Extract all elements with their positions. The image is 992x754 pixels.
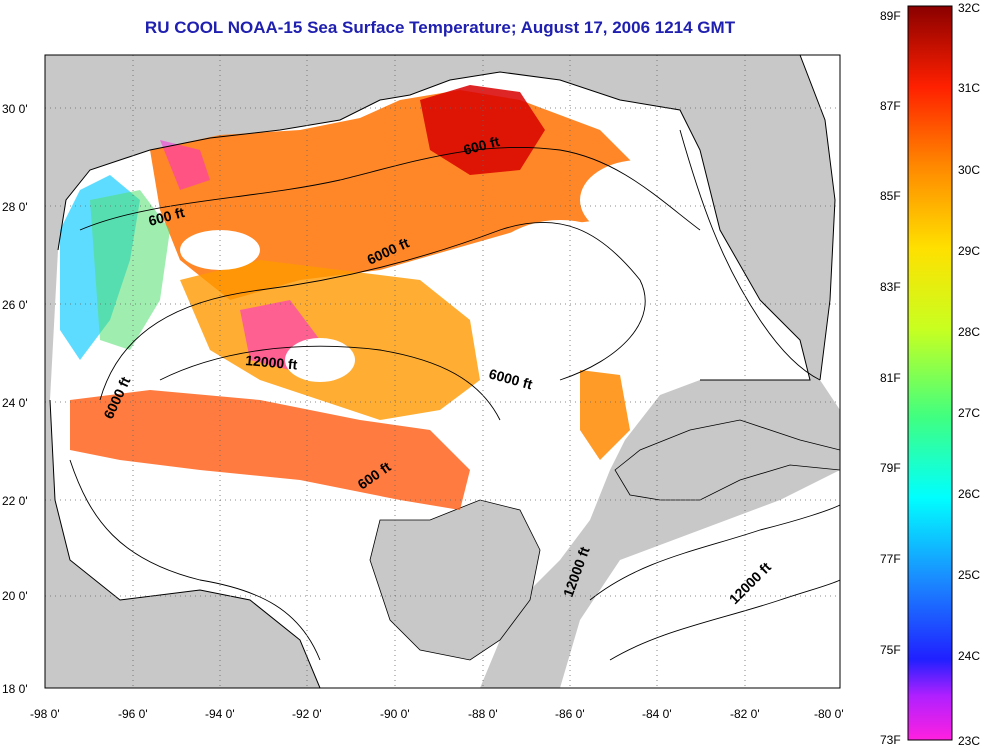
cloud-gap-3 [580, 160, 700, 240]
lon-tick: -96 0' [118, 707, 148, 721]
plot-frame [44, 54, 841, 689]
colorbar-c-label: 31C [958, 81, 980, 95]
cloud-gap-4 [285, 338, 355, 382]
colorbar-c-label: 30C [958, 163, 980, 177]
lat-tick: 22 0' [2, 494, 28, 508]
colorbar-c-label: 29C [958, 244, 980, 258]
lat-tick: 24 0' [2, 396, 28, 410]
lon-tick: -92 0' [292, 707, 322, 721]
lon-tick: -84 0' [642, 707, 672, 721]
colorbar: 89F 87F 85F 83F 81F 79F 77F 75F 73F 32C … [880, 1, 980, 748]
lat-tick: 20 0' [2, 589, 28, 603]
colorbar-f-label: 75F [880, 643, 901, 657]
sst-west-green [90, 190, 170, 350]
colorbar-f-label: 83F [880, 280, 901, 294]
lon-tick: -98 0' [30, 707, 60, 721]
lat-axis: 30 0' 28 0' 26 0' 24 0' 22 0' 20 0' 18 0… [2, 102, 28, 696]
contour-florida [679, 129, 821, 381]
colorbar-c-label: 27C [958, 406, 980, 420]
colorbar-f-label: 81F [880, 371, 901, 385]
lat-tick: 18 0' [2, 682, 28, 696]
lat-tick: 30 0' [2, 102, 28, 116]
colorbar-c-label: 23C [958, 734, 980, 748]
colorbar-gradient [907, 5, 953, 741]
lat-tick: 28 0' [2, 200, 28, 214]
colorbar-f-label: 79F [880, 461, 901, 475]
sst-south-band [70, 390, 470, 510]
lon-tick: -90 0' [380, 707, 410, 721]
lat-tick: 26 0' [2, 298, 28, 312]
colorbar-c-label: 24C [958, 649, 980, 663]
lon-tick: -88 0' [468, 707, 498, 721]
lon-tick: -80 0' [814, 707, 844, 721]
caribbean-water [560, 470, 840, 688]
cloud-gap-2 [480, 220, 640, 340]
contour-caribbean-1 [589, 504, 840, 601]
colorbar-c-label: 26C [958, 487, 980, 501]
contour-caribbean-2 [609, 579, 840, 661]
sst-magenta-2 [160, 140, 210, 190]
contour-label: 12000 ft [245, 352, 299, 373]
coastline [49, 55, 836, 688]
sst-east-patch [580, 370, 630, 460]
grid [45, 55, 840, 688]
contour-6000ft [99, 221, 646, 401]
colorbar-c-label: 32C [958, 1, 980, 15]
yucatan-land [369, 499, 541, 661]
atlantic-water [800, 55, 840, 410]
colorbar-c-label: 25C [958, 568, 980, 582]
lon-tick: -82 0' [730, 707, 760, 721]
lon-axis: -98 0' -96 0' -94 0' -92 0' -90 0' -88 0… [30, 707, 844, 721]
map-title: RU COOL NOAA-15 Sea Surface Temperature;… [144, 18, 736, 37]
lon-tick: -94 0' [205, 707, 235, 721]
colorbar-f-label: 89F [880, 9, 901, 23]
contour-12000ft [159, 345, 501, 421]
colorbar-f-label: 73F [880, 733, 901, 747]
contour-campeche [69, 459, 321, 661]
colorbar-f-label: 85F [880, 189, 901, 203]
contour-600ft-north [79, 146, 701, 231]
sst-hot-core [420, 85, 545, 175]
lon-tick: -86 0' [555, 707, 585, 721]
colorbar-f-label: 77F [880, 552, 901, 566]
colorbar-c-label: 28C [958, 325, 980, 339]
colorbar-f-label: 87F [880, 99, 901, 113]
